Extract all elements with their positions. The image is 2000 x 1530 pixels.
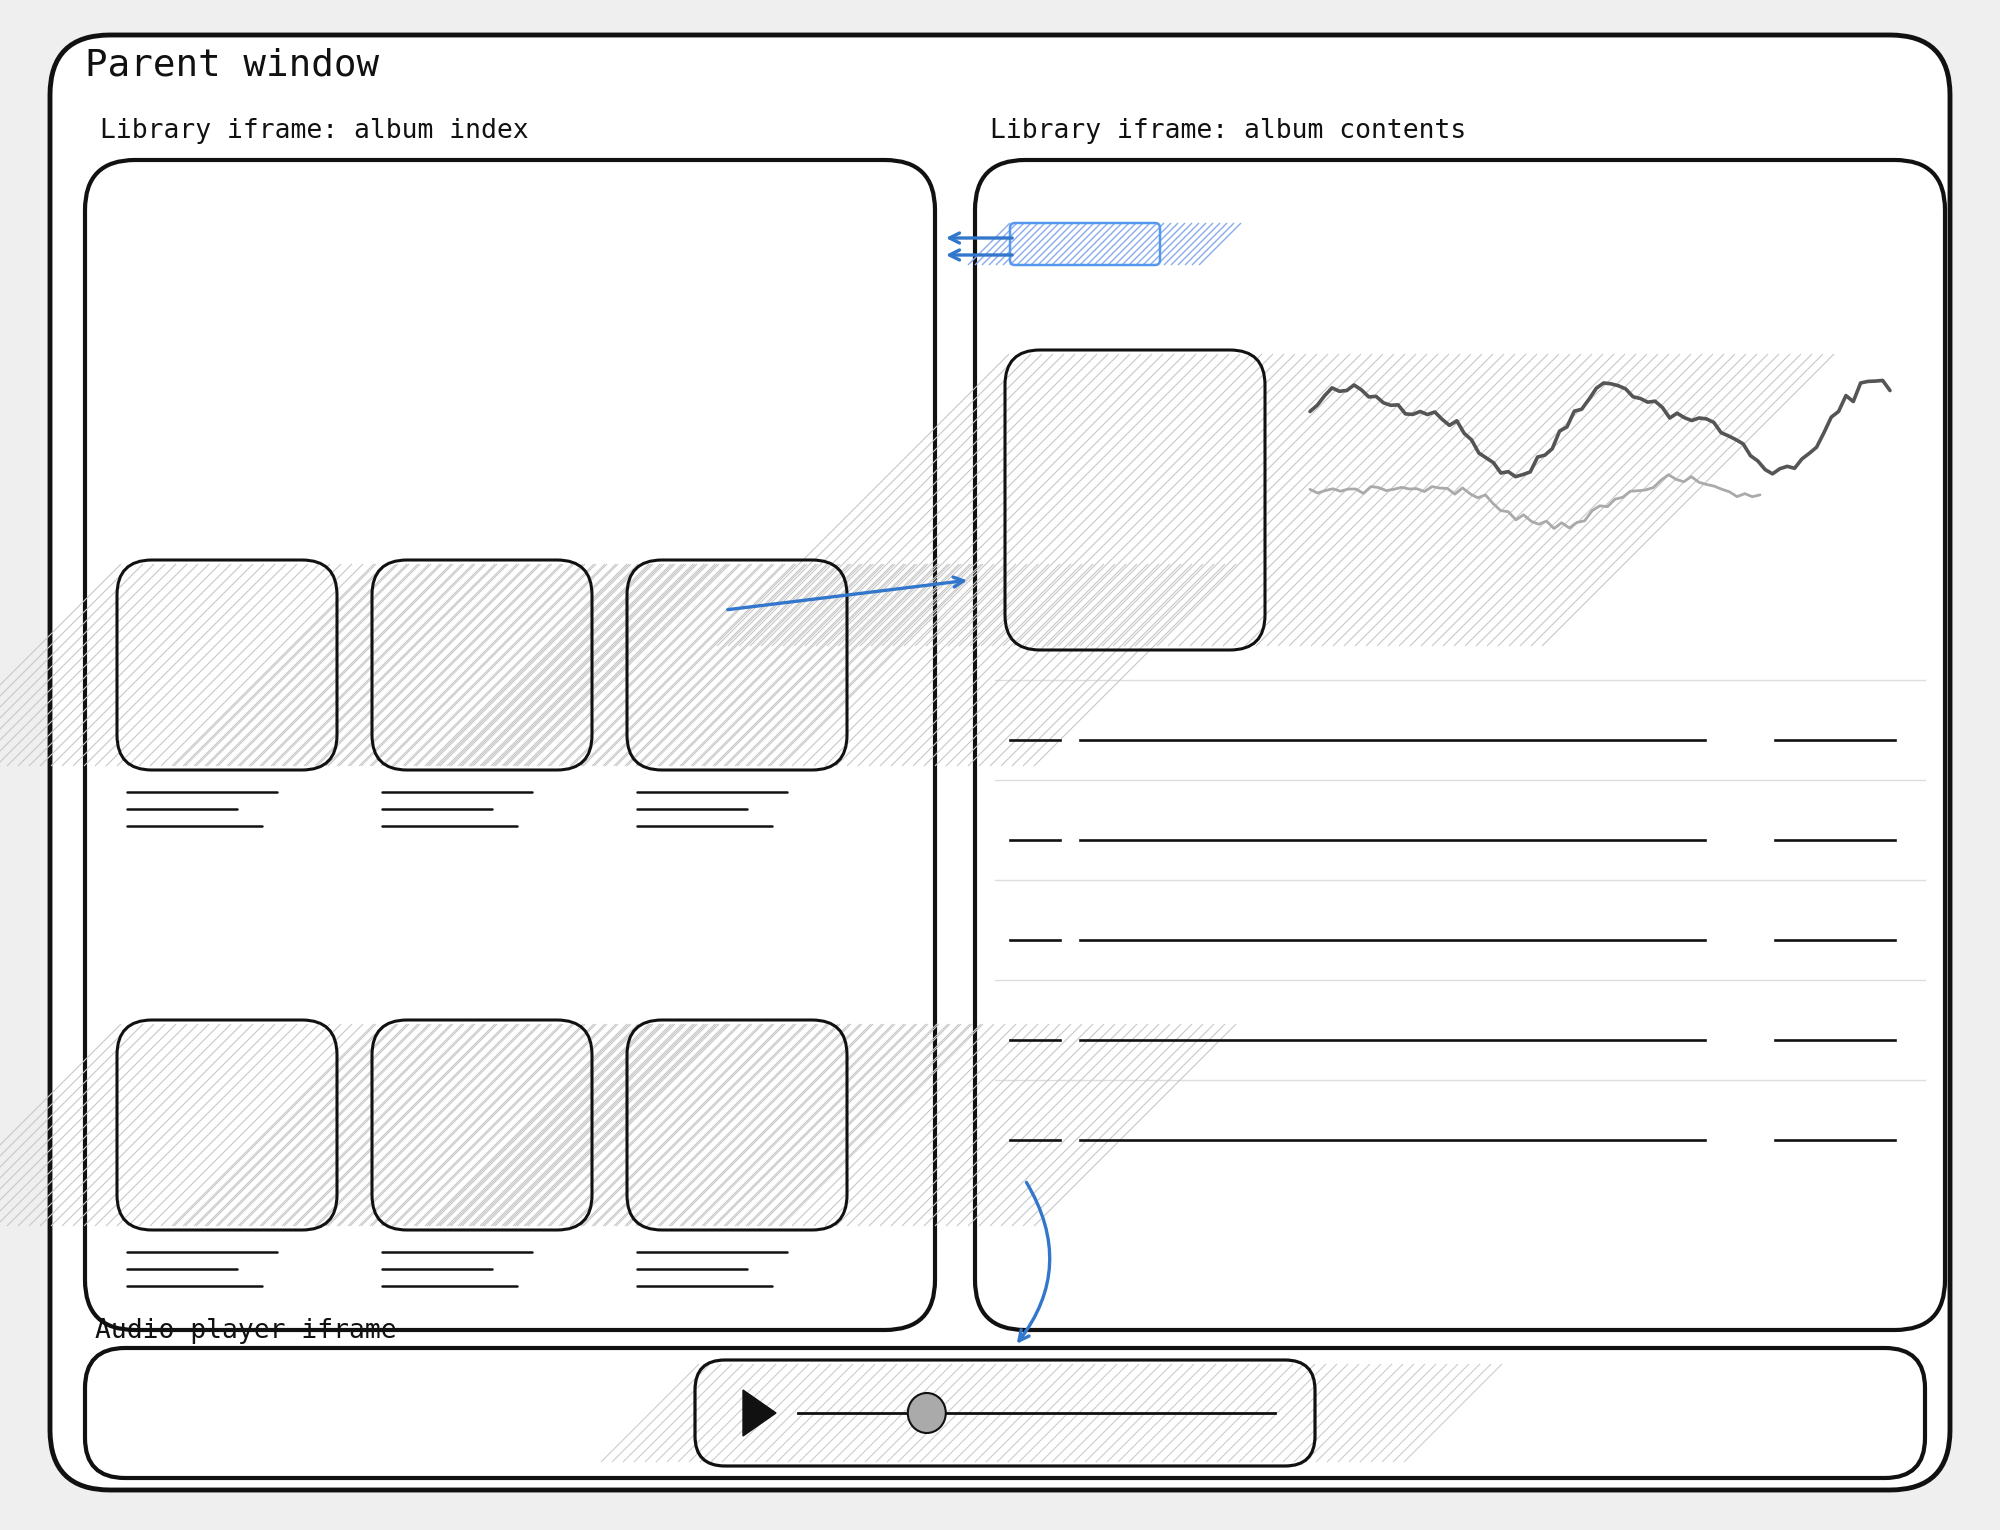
Bar: [376, 1024, 588, 1226]
FancyBboxPatch shape: [372, 1021, 592, 1230]
FancyBboxPatch shape: [628, 1021, 848, 1230]
Bar: [1010, 223, 1160, 265]
FancyBboxPatch shape: [50, 35, 1950, 1490]
FancyBboxPatch shape: [1006, 350, 1266, 650]
Bar: [376, 565, 588, 767]
Bar: [120, 565, 332, 767]
Text: Audio player iframe: Audio player iframe: [96, 1317, 396, 1343]
Polygon shape: [744, 1389, 776, 1437]
Text: Parent window: Parent window: [84, 47, 380, 83]
FancyBboxPatch shape: [372, 560, 592, 770]
FancyBboxPatch shape: [116, 1021, 336, 1230]
Ellipse shape: [908, 1392, 946, 1434]
Bar: [1010, 353, 1262, 646]
Text: Library iframe: album index: Library iframe: album index: [100, 118, 528, 144]
Bar: [632, 1024, 842, 1226]
FancyBboxPatch shape: [628, 560, 848, 770]
Bar: [120, 1024, 332, 1226]
FancyBboxPatch shape: [116, 560, 336, 770]
FancyBboxPatch shape: [84, 1348, 1924, 1478]
Bar: [700, 1365, 1312, 1463]
FancyBboxPatch shape: [696, 1360, 1314, 1466]
Text: Library iframe: album contents: Library iframe: album contents: [990, 118, 1466, 144]
FancyBboxPatch shape: [976, 161, 1944, 1330]
FancyBboxPatch shape: [84, 161, 936, 1330]
Bar: [632, 565, 842, 767]
